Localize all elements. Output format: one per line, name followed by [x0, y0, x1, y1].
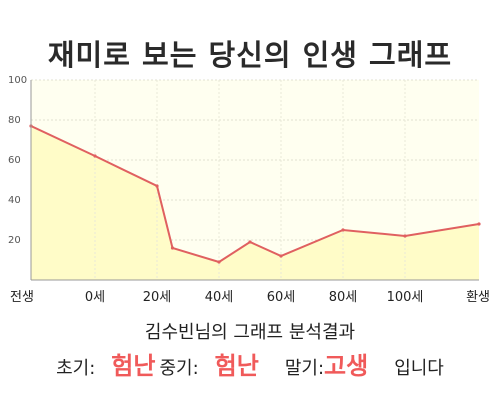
- early-value: 험난: [111, 352, 156, 380]
- analysis-result: 초기: 험난 중기: 험난 말기: 고생 입니다: [0, 346, 500, 381]
- data-point: [403, 234, 407, 238]
- late-label: 말기:: [284, 358, 325, 379]
- y-tick-labels: 20 40 60 80 100: [8, 75, 27, 246]
- data-point: [477, 222, 481, 226]
- vertical-grid-lines: [94, 80, 406, 280]
- y-tick-label: 60: [8, 155, 21, 166]
- data-point: [248, 240, 252, 244]
- series-area: [31, 126, 479, 280]
- data-point: [341, 228, 345, 232]
- data-point: [170, 246, 175, 250]
- data-points: [29, 124, 481, 264]
- y-tick-label: 100: [8, 75, 27, 86]
- data-point: [217, 260, 221, 264]
- analysis-subtitle: 김수빈님의 그래프 분석결과: [144, 322, 356, 343]
- data-point: [155, 184, 159, 188]
- y-tick-label: 80: [8, 115, 21, 126]
- x-tick-label: 40세: [205, 290, 234, 305]
- x-tick-label: 0세: [85, 290, 105, 305]
- late-value: 고생: [324, 352, 369, 380]
- x-tick-label: 환생: [466, 290, 490, 305]
- life-graph-chart: 20 40 60 80 100 전생 0세 20세 40세 60세 80세 100세 환생: [8, 75, 490, 305]
- mid-label: 중기:: [159, 358, 199, 379]
- x-tick-label: 60세: [267, 290, 296, 305]
- y-tick-label: 40: [8, 195, 21, 206]
- data-point: [279, 254, 283, 258]
- y-tick-label: 20: [8, 235, 21, 246]
- data-point: [93, 154, 97, 158]
- x-tick-label: 100세: [387, 290, 424, 305]
- x-tick-label: 20세: [143, 290, 172, 305]
- mid-value: 험난: [214, 352, 259, 380]
- x-tick-labels: 전생 0세 20세 40세 60세 80세 100세 환생: [10, 290, 490, 305]
- x-tick-label: 전생: [10, 290, 34, 305]
- chart-title: 재미로 보는 당신의 인생 그래프: [47, 38, 453, 72]
- series-line: [30, 125, 480, 264]
- early-label: 초기:: [56, 358, 96, 379]
- x-tick-label: 80세: [329, 290, 358, 305]
- result-suffix: 입니다: [394, 358, 444, 379]
